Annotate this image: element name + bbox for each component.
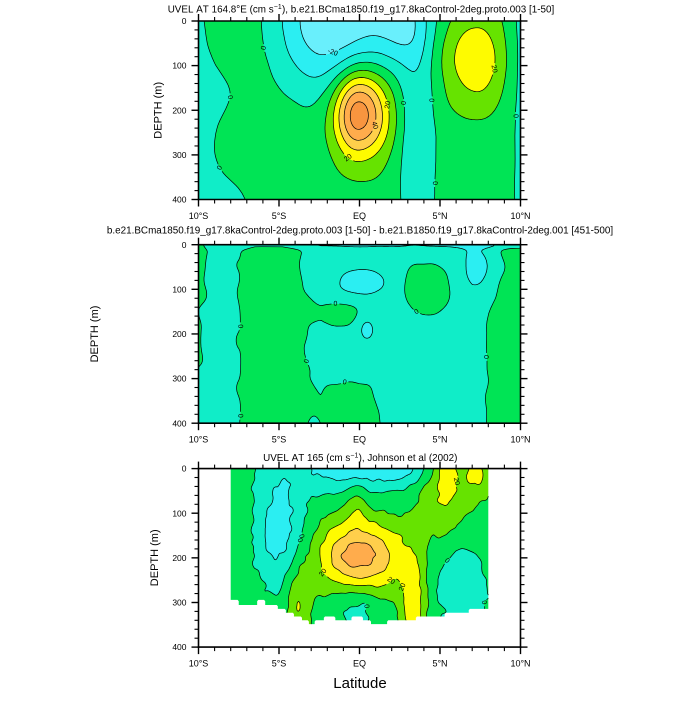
svg-text:0: 0: [260, 45, 268, 50]
svg-text:200: 200: [172, 553, 186, 563]
svg-text:0: 0: [182, 464, 187, 474]
svg-text:100: 100: [172, 508, 186, 518]
svg-text:0: 0: [296, 537, 304, 543]
svg-text:10°S: 10°S: [189, 211, 209, 221]
svg-text:0: 0: [226, 95, 234, 100]
svg-text:100: 100: [172, 61, 186, 71]
svg-text:0: 0: [443, 557, 451, 565]
svg-text:0: 0: [297, 534, 305, 540]
svg-text:20: 20: [384, 100, 392, 109]
svg-text:5°N: 5°N: [432, 211, 447, 221]
svg-text:EQ: EQ: [353, 211, 366, 221]
svg-text:20: 20: [398, 582, 408, 592]
svg-text:0: 0: [333, 301, 337, 308]
svg-text:5°N: 5°N: [432, 435, 447, 445]
svg-text:5°N: 5°N: [432, 659, 447, 669]
svg-text:0: 0: [431, 181, 438, 185]
svg-text:20: 20: [343, 153, 354, 163]
svg-text:0: 0: [401, 101, 408, 106]
svg-text:5°S: 5°S: [272, 211, 287, 221]
svg-text:400: 400: [172, 642, 186, 652]
svg-text:EQ: EQ: [353, 659, 366, 669]
svg-text:0: 0: [484, 355, 491, 359]
svg-text:0: 0: [236, 324, 243, 329]
svg-text:200: 200: [172, 329, 186, 339]
svg-text:10°N: 10°N: [510, 659, 530, 669]
svg-text:DEPTH (m): DEPTH (m): [89, 306, 101, 363]
svg-text:0: 0: [480, 600, 488, 606]
svg-text:400: 400: [172, 195, 186, 205]
svg-text:EQ: EQ: [353, 435, 366, 445]
svg-text:Latitude: Latitude: [333, 675, 386, 692]
svg-text:20: 20: [318, 568, 328, 579]
svg-text:200: 200: [172, 105, 186, 115]
svg-text:DEPTH (m): DEPTH (m): [149, 529, 161, 586]
svg-text:10°N: 10°N: [510, 211, 530, 221]
svg-text:-20: -20: [327, 48, 339, 58]
svg-text:300: 300: [172, 150, 186, 160]
svg-text:300: 300: [172, 374, 186, 384]
svg-text:0: 0: [182, 16, 187, 26]
svg-text:0: 0: [429, 98, 436, 102]
svg-text:0: 0: [236, 414, 243, 418]
svg-text:0: 0: [303, 358, 311, 364]
svg-text:5°S: 5°S: [272, 435, 287, 445]
svg-text:300: 300: [172, 598, 186, 608]
svg-text:0: 0: [182, 240, 187, 250]
svg-text:5°S: 5°S: [272, 659, 287, 669]
svg-text:20: 20: [490, 64, 498, 73]
svg-text:100: 100: [172, 284, 186, 294]
svg-text:10°S: 10°S: [189, 659, 209, 669]
svg-text:0: 0: [413, 308, 420, 316]
svg-text:20: 20: [452, 477, 461, 486]
svg-text:0: 0: [216, 165, 224, 172]
svg-text:U V E L: U V E L A T 1 6 4 . 8 ° E ( c m s ) , b …: [168, 0, 559, 17]
svg-text:0: 0: [512, 114, 519, 118]
svg-text:10°S: 10°S: [189, 435, 209, 445]
svg-text:400: 400: [172, 418, 186, 428]
svg-text:DEPTH (m): DEPTH (m): [152, 82, 164, 139]
svg-text:0: 0: [362, 604, 369, 609]
svg-text:10°N: 10°N: [510, 435, 530, 445]
svg-text:0: 0: [342, 379, 348, 387]
svg-text:b.e21.BCma1850.f19_g17.8kaCont: b.e21.BCma1850.f19_g17.8kaControl-2deg.p…: [107, 226, 613, 237]
svg-text:40: 40: [370, 121, 379, 131]
svg-text:20: 20: [386, 576, 397, 586]
svg-text:U V E L: U V E L A T 1 6 5 ( c m s ) , J o h n s …: [263, 445, 461, 466]
